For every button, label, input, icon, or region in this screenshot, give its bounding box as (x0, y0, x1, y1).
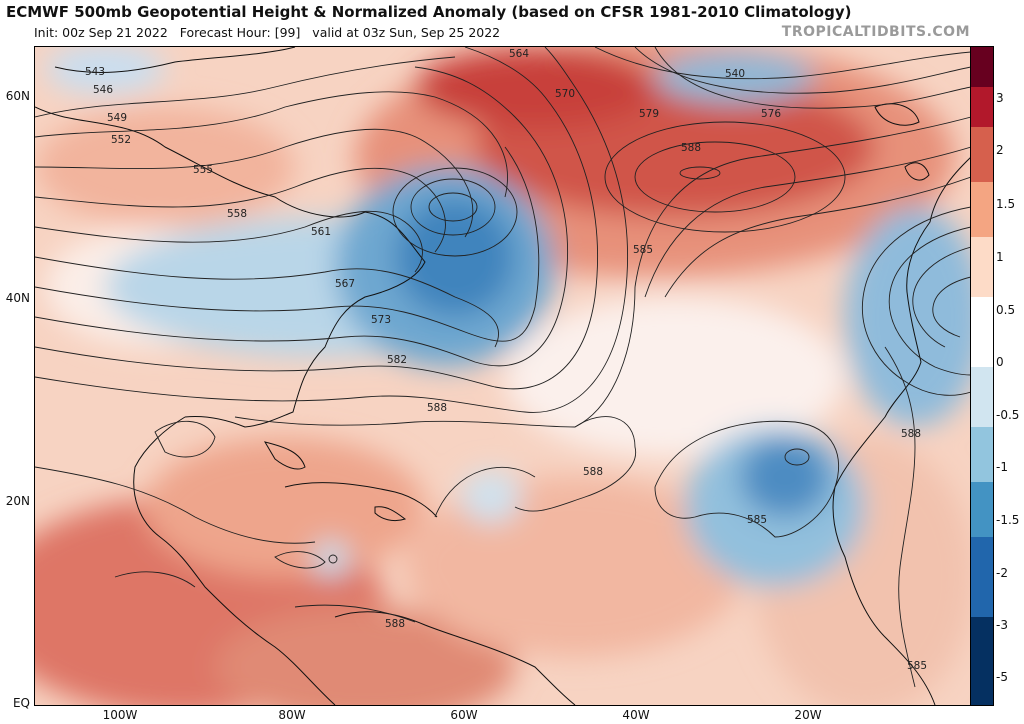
contour-label-543: 543 (85, 66, 105, 78)
contour-label-573: 573 (371, 314, 391, 326)
init-time: Init: 00z Sep 21 2022 (34, 25, 168, 40)
lon-label-80w: 80W (278, 708, 306, 722)
colorbar-swatch (971, 237, 993, 297)
contour-label-588-d: 588 (385, 618, 405, 630)
colorbar-tick-neg-0-5: -0.5 (996, 408, 1020, 422)
contour-label-558: 558 (227, 208, 247, 220)
colorbar-tick-1: 1 (996, 250, 1004, 264)
contour-label-546: 546 (93, 84, 113, 96)
lon-label-60w: 60W (450, 708, 478, 722)
colorbar-swatch (971, 537, 993, 617)
contour-label-585: 585 (633, 244, 653, 256)
contour-label-585-b: 585 (747, 514, 767, 526)
colorbar-tick-2: 2 (996, 143, 1004, 157)
lon-label-40w: 40W (622, 708, 650, 722)
colorbar-tick-neg-5: -5 (996, 670, 1008, 684)
colorbar-swatch (971, 47, 993, 87)
colorbar-swatch (971, 182, 993, 237)
contour-label-588-c: 588 (583, 466, 603, 478)
lat-label-60n: 60N (5, 89, 30, 103)
anomaly-colorbar (970, 46, 994, 706)
contour-label-540: 540 (725, 68, 745, 80)
contour-label-588-b: 588 (427, 402, 447, 414)
contour-label-549: 549 (107, 112, 127, 124)
contour-label-group: 543 546 549 552 555 558 561 564 567 570 … (85, 48, 927, 672)
colorbar-swatches (971, 47, 993, 705)
colorbar-tick-neg-2: -2 (996, 566, 1008, 580)
contour-label-567: 567 (335, 278, 355, 290)
contour-label-588-e: 588 (901, 428, 921, 440)
lat-label-40n: 40N (5, 291, 30, 305)
colorbar-tick-neg-3: -3 (996, 618, 1008, 632)
lon-label-100w: 100W (102, 708, 138, 722)
coastlines (35, 47, 971, 705)
forecast-hour: Forecast Hour: [99] (179, 25, 301, 40)
colorbar-swatch (971, 297, 993, 367)
colorbar-swatch (971, 127, 993, 182)
lat-label-eq: EQ (12, 696, 30, 710)
map-title: ECMWF 500mb Geopotential Height & Normal… (6, 3, 852, 21)
colorbar-tick-1-5: 1.5 (996, 197, 1016, 211)
colorbar-swatch (971, 427, 993, 482)
colorbar-tick-0: 0 (996, 355, 1004, 369)
lon-label-20w: 20W (794, 708, 822, 722)
contour-label-555: 555 (193, 164, 213, 176)
contour-label-576: 576 (761, 108, 781, 120)
contour-label-582: 582 (387, 354, 407, 366)
contour-label-570: 570 (555, 88, 575, 100)
lat-label-20n: 20N (5, 494, 30, 508)
height-contours (35, 47, 971, 688)
valid-time: valid at 03z Sun, Sep 25 2022 (312, 25, 501, 40)
colorbar-swatch (971, 482, 993, 537)
contour-label-552: 552 (111, 134, 131, 146)
colorbar-tick-neg-1-5: -1.5 (996, 513, 1020, 527)
map-canvas: 543 546 549 552 555 558 561 564 567 570 … (35, 47, 971, 705)
colorbar-tick-3: 3 (996, 91, 1004, 105)
colorbar-swatch (971, 87, 993, 127)
contour-label-561: 561 (311, 226, 331, 238)
contour-label-588: 588 (681, 142, 701, 154)
anomaly-field (35, 47, 971, 705)
map-subtitle: Init: 00z Sep 21 2022 Forecast Hour: [99… (34, 25, 500, 40)
colorbar-swatch (971, 367, 993, 427)
colorbar-swatch (971, 617, 993, 705)
colorbar-tick-neg-1: -1 (996, 460, 1008, 474)
contour-label-585-c: 585 (907, 660, 927, 672)
colorbar-tick-0-5: 0.5 (996, 303, 1016, 317)
brand-watermark: TROPICALTIDBITS.COM (781, 24, 970, 40)
contour-label-579: 579 (639, 108, 659, 120)
map-panel: 543 546 549 552 555 558 561 564 567 570 … (34, 46, 972, 706)
contour-label-564: 564 (509, 48, 529, 60)
